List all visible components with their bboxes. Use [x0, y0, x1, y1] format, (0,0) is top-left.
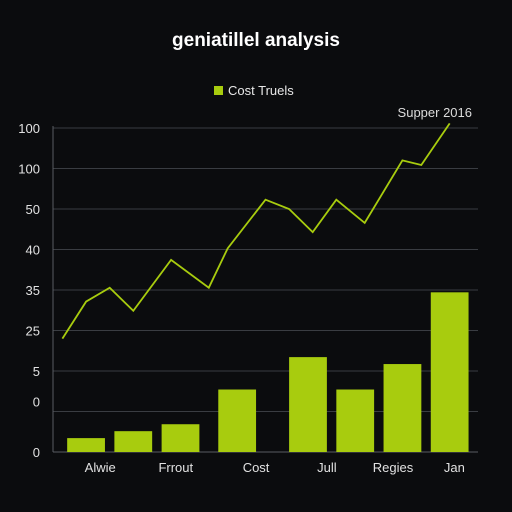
corner-note: Supper 2016: [397, 105, 472, 120]
y-tick-label: 50: [26, 202, 40, 217]
y-tick-label: 35: [26, 283, 40, 298]
y-tick-label: 0: [33, 395, 40, 410]
y-tick-label: 100: [18, 162, 40, 177]
bar: [218, 389, 257, 452]
bar: [430, 292, 469, 452]
y-tick-label: 100: [18, 121, 40, 136]
y-tick-label: 40: [26, 243, 40, 258]
bar: [289, 357, 327, 452]
series-line: [61, 122, 451, 340]
bar: [67, 438, 105, 452]
bar: [114, 431, 153, 452]
x-tick-label: Jull: [317, 460, 337, 475]
x-tick-label: Alwie: [85, 460, 116, 475]
y-tick-label: 0: [33, 445, 40, 460]
x-tick-label: Jan: [444, 460, 465, 475]
chart-title: geniatillel analysis: [172, 30, 340, 51]
bar: [383, 364, 422, 452]
legend-swatch: [214, 86, 223, 95]
bar: [161, 424, 200, 452]
x-tick-label: Cost: [243, 460, 270, 475]
x-tick-label: Regies: [373, 460, 414, 475]
x-tick-label: Frrout: [158, 460, 193, 475]
y-tick-label: 5: [33, 364, 40, 379]
bar: [336, 389, 375, 452]
legend-label: Cost Truels: [228, 83, 294, 98]
legend: Cost Truels: [214, 83, 294, 98]
y-tick-label: 25: [26, 324, 40, 339]
